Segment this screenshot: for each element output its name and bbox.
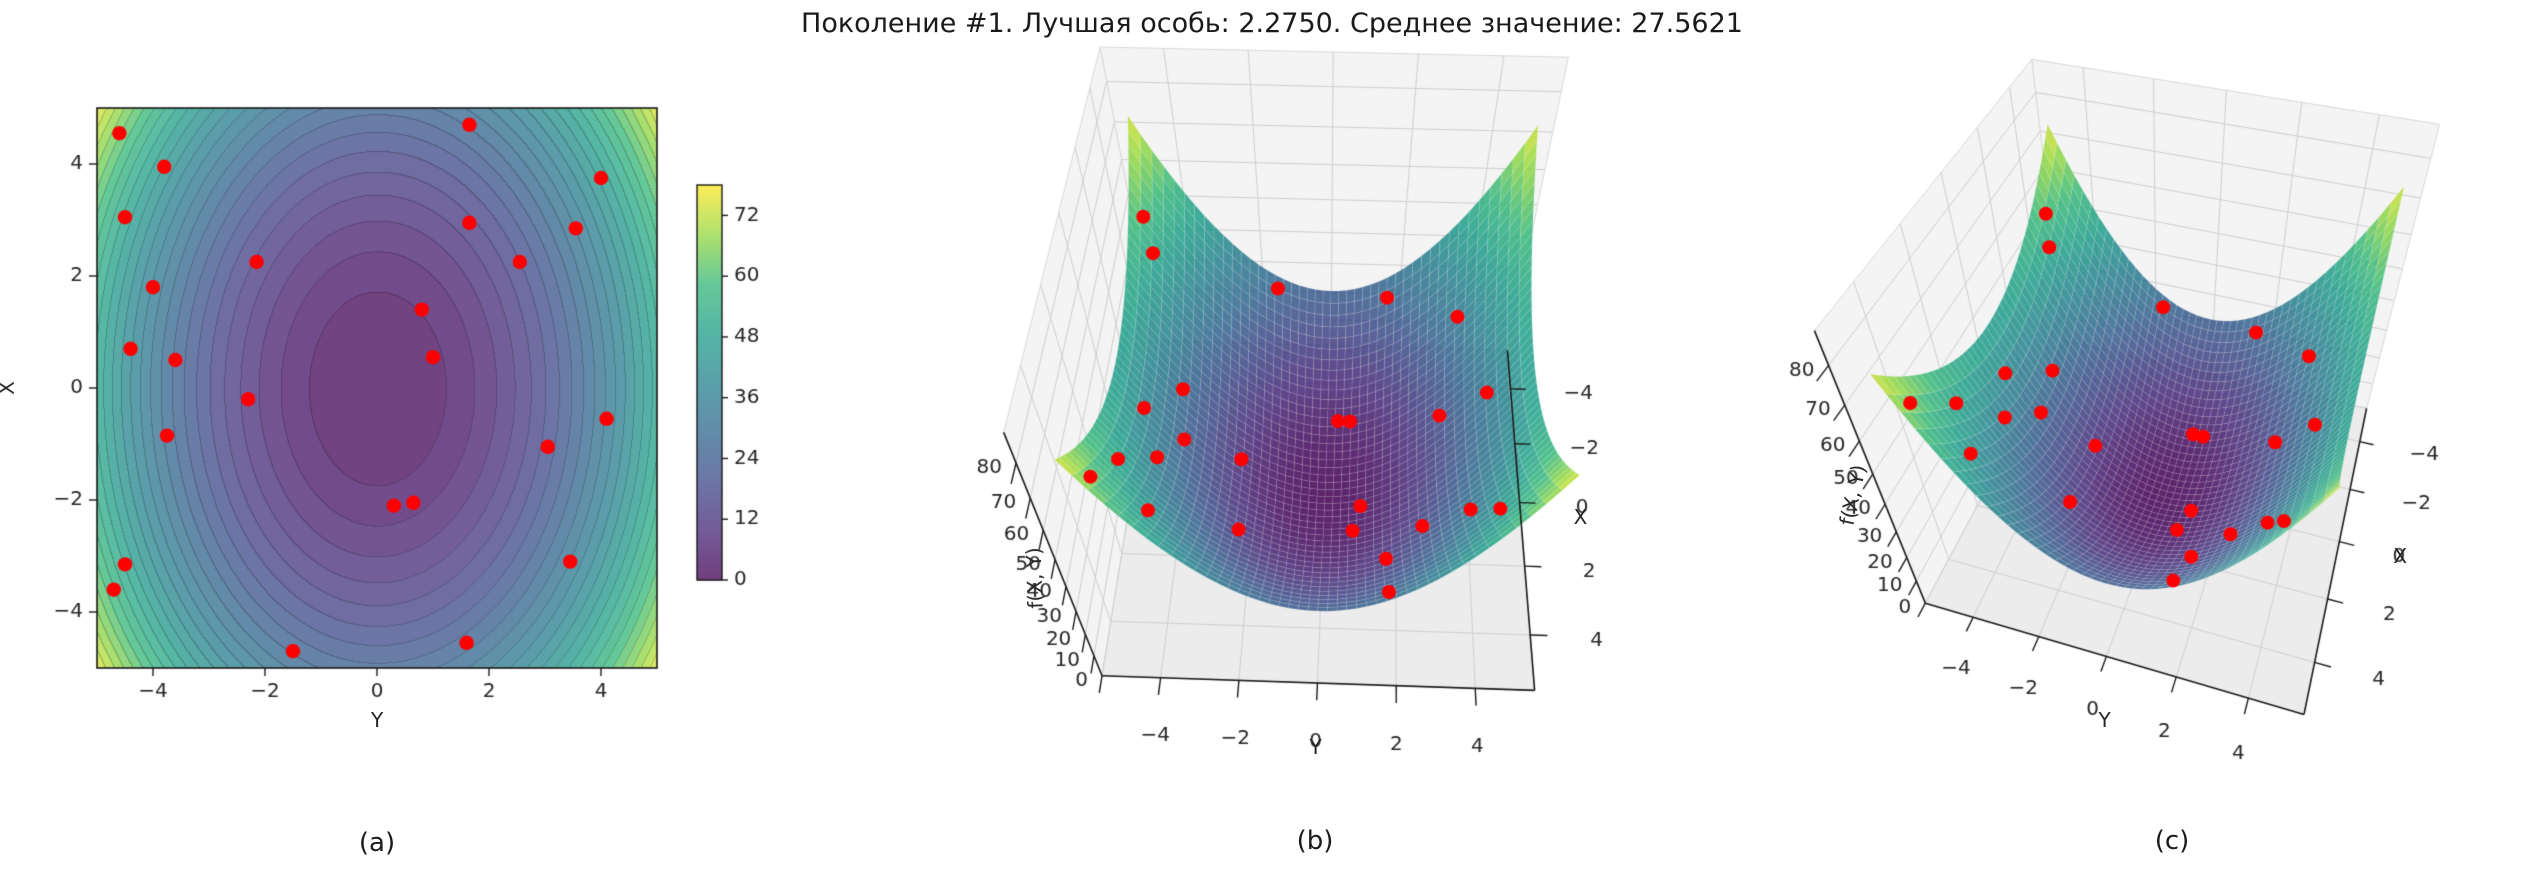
panel-b-x-axis-label: X (1573, 504, 1588, 529)
surface-plot-c-canvas (1740, 10, 2544, 840)
panel-c-x-axis-label: X (2393, 543, 2408, 568)
panel-a-caption: (a) (358, 828, 396, 858)
surface-plot-b-canvas (880, 20, 1710, 830)
panel-b-z-axis-label: f(X, Y) (1021, 547, 1048, 610)
panel-c-caption: (c) (2154, 826, 2190, 856)
panel-a-y-axis-label: X (0, 381, 19, 395)
panel-b-caption: (b) (1296, 826, 1334, 856)
panel-a-x-axis-label: Y (371, 708, 384, 732)
panel-b-y-axis-label: Y (1309, 735, 1322, 760)
panel-c-y-axis-label: Y (2098, 708, 2111, 733)
contour-plot-canvas (0, 0, 790, 790)
